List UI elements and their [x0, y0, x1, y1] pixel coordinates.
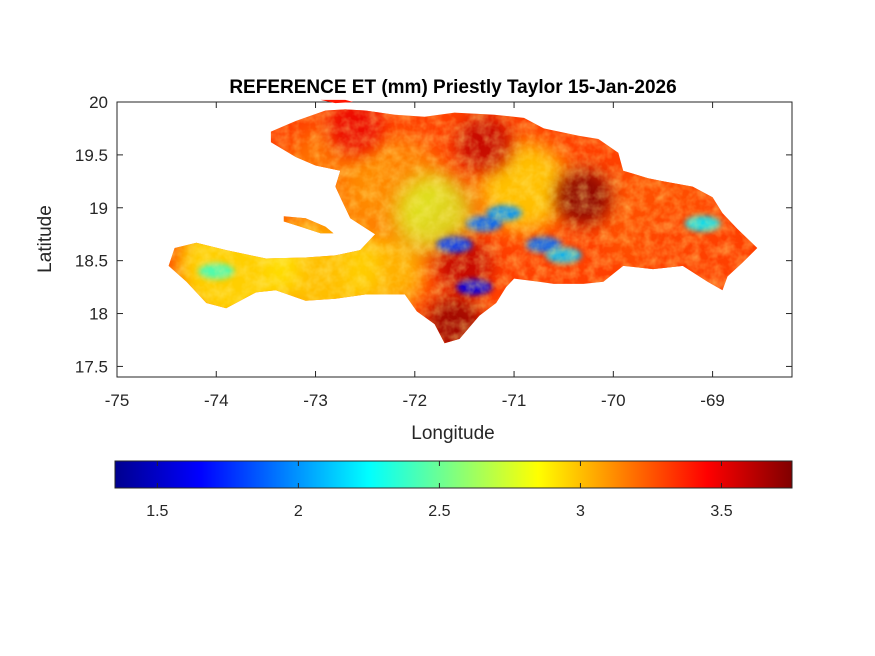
colorbar-gradient	[114, 460, 793, 489]
y-tick-label: 19	[89, 199, 108, 218]
y-tick-label: 18	[89, 305, 108, 324]
colorbar-tick-label: 1.5	[146, 503, 168, 520]
y-tick-label: 20	[89, 93, 108, 112]
y-tick-label: 17.5	[75, 357, 108, 376]
x-tick-label: -72	[403, 391, 428, 410]
tortuga-island	[320, 99, 354, 104]
colorbar-tick-label: 3.5	[710, 503, 732, 520]
y-axis-ticks: 17.5 18 18.5 19 19.5 20	[75, 93, 792, 376]
chart-title: REFERENCE ET (mm) Priestly Taylor 15-Jan…	[229, 77, 676, 98]
x-axis-label: Longitude	[411, 423, 494, 444]
colorbar-ticks: 1.5 2 2.5 3 3.5	[146, 461, 733, 520]
plot-area: -75 -74 -73 -72 -71 -70 -69 17.5 18 18.5 19 19.5 20	[75, 93, 793, 410]
x-tick-label: -69	[700, 391, 725, 410]
x-tick-label: -75	[105, 391, 130, 410]
colorbar-tick-label: 2	[294, 503, 303, 520]
colorbar-tick-label: 3	[576, 503, 585, 520]
x-tick-label: -71	[502, 391, 527, 410]
x-tick-label: -73	[303, 391, 328, 410]
y-tick-label: 19.5	[75, 146, 108, 165]
y-tick-label: 18.5	[75, 252, 108, 271]
x-tick-label: -70	[601, 391, 626, 410]
colorbar-tick-label: 2.5	[428, 503, 450, 520]
x-tick-label: -74	[204, 391, 229, 410]
x-axis-ticks: -75 -74 -73 -72 -71 -70 -69	[105, 102, 725, 410]
y-axis-label: Latitude	[35, 205, 56, 273]
colorbar: 1.5 2 2.5 3 3.5	[114, 460, 793, 520]
